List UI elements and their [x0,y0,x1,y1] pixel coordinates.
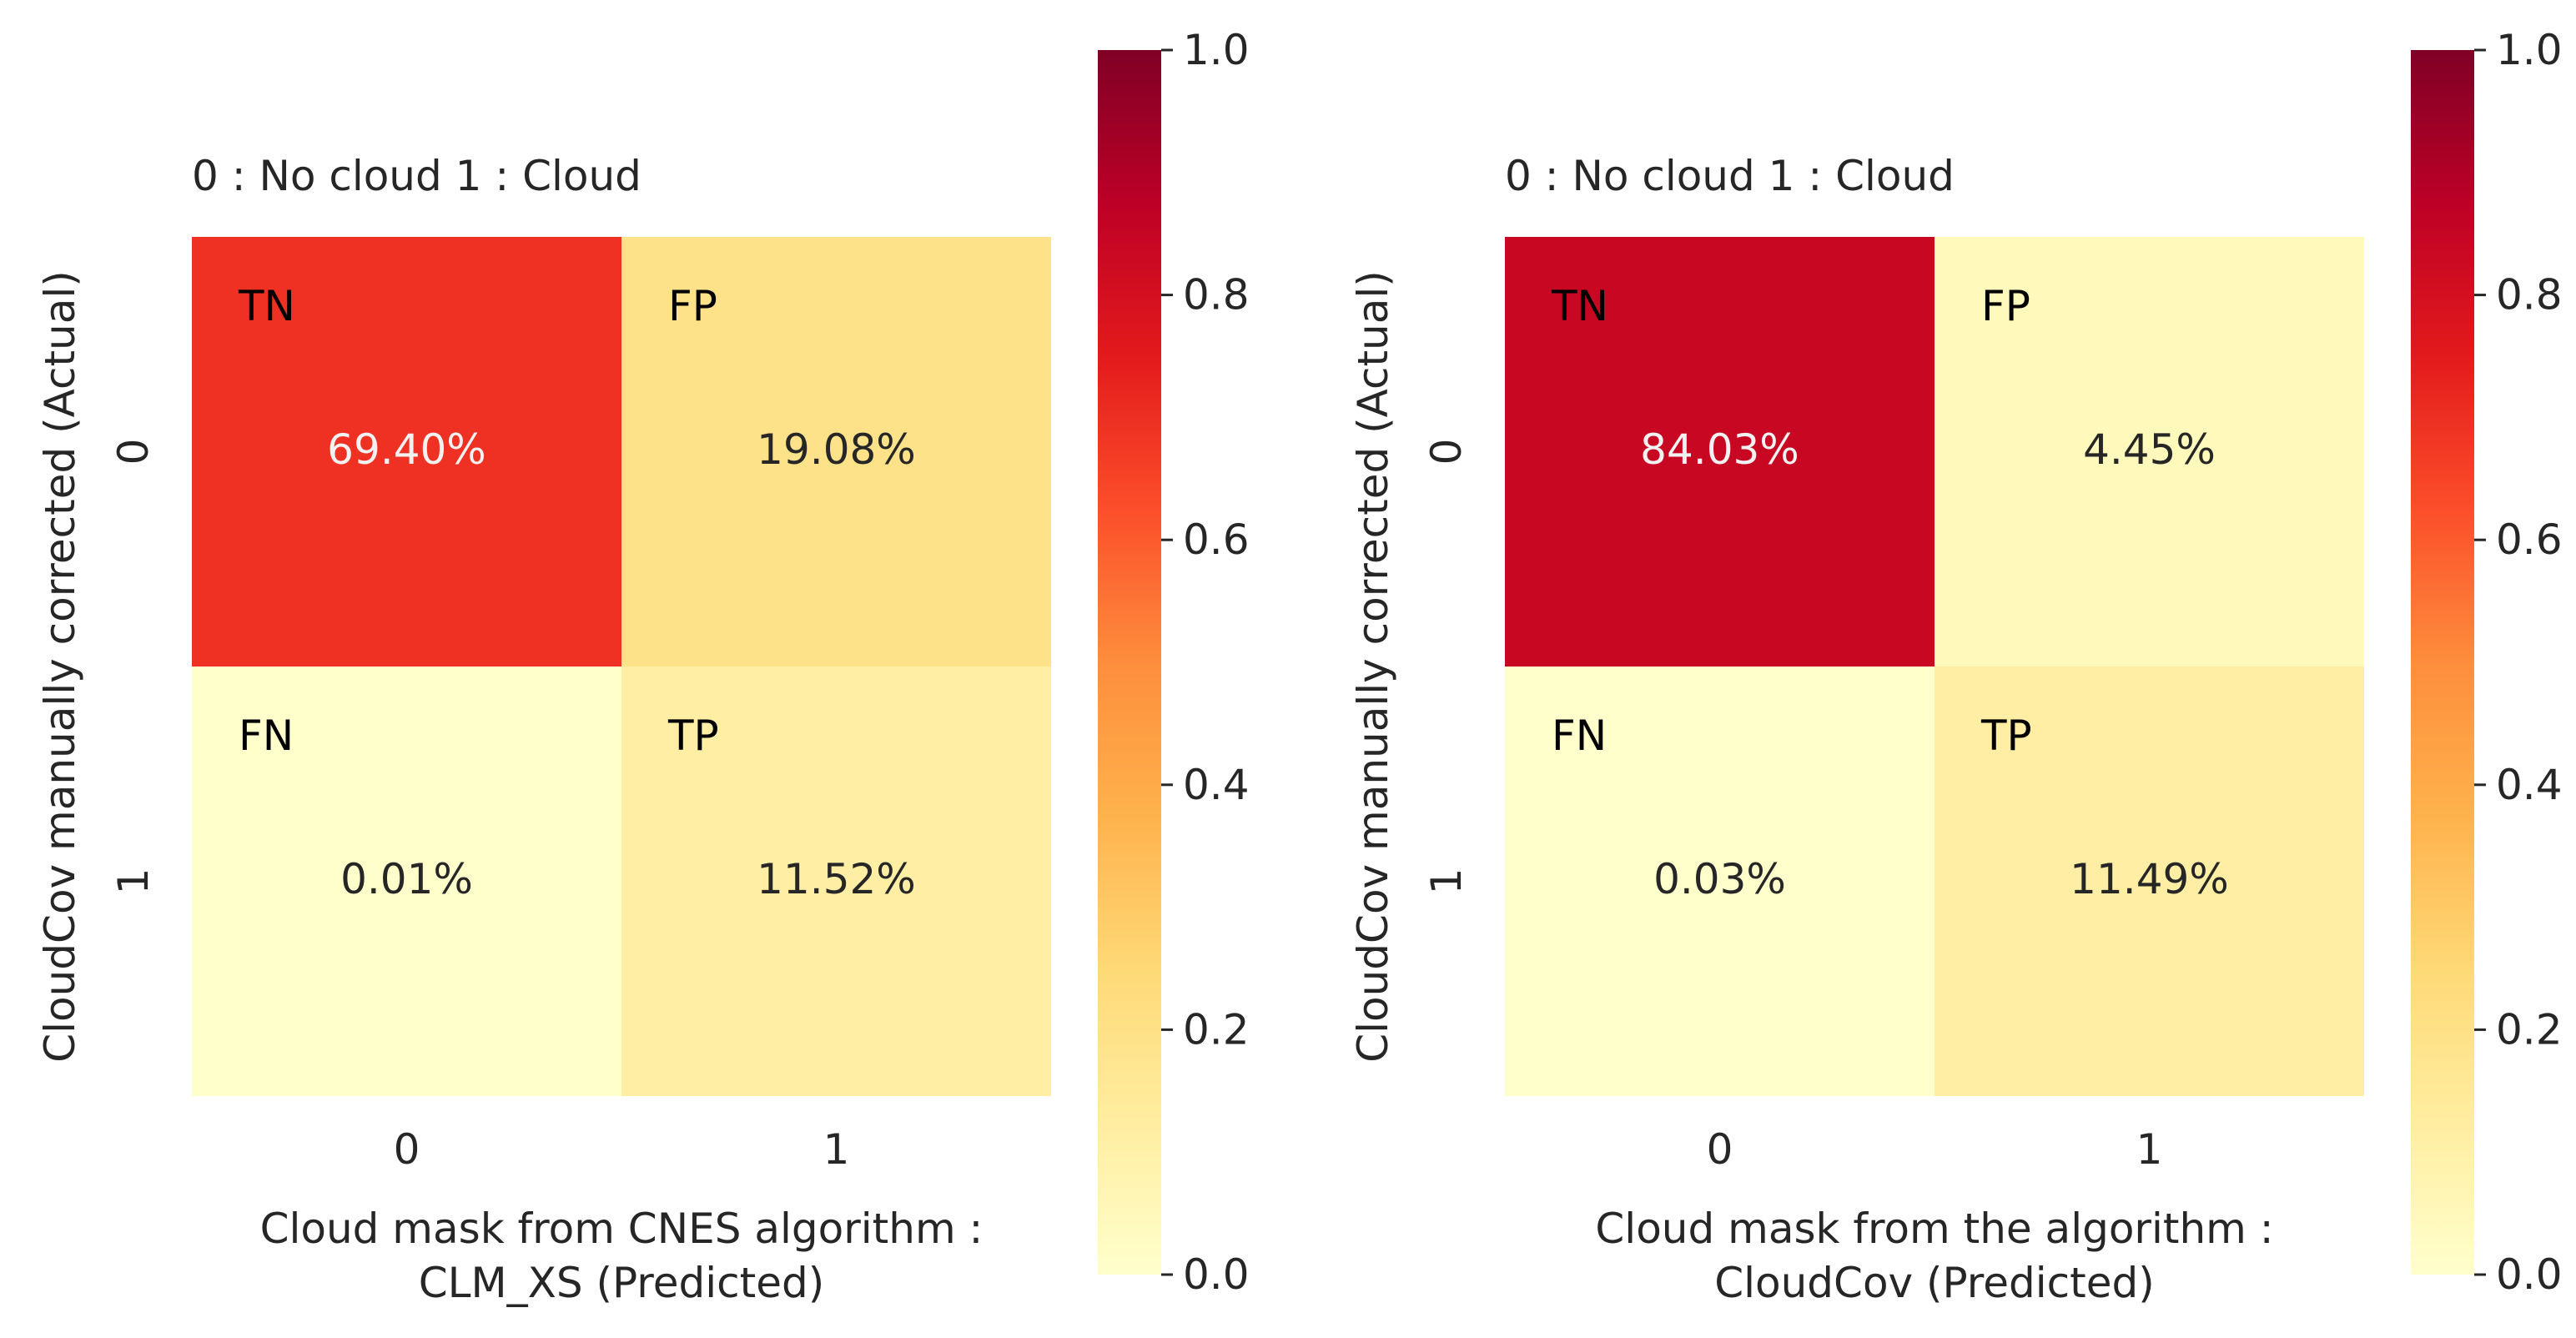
x-tick-label-0: 0 [1707,1125,1733,1174]
colorbar-tick-label-0.4: 0.4 [1183,761,1250,809]
y-tick-label-1: 1 [109,868,158,895]
x-axis-label-line1: Cloud mask from the algorithm : [1595,1205,2273,1253]
y-axis-label: CloudCov manually corrected (Actual) [36,270,84,1063]
cell-value-tn: 84.03% [1640,425,1799,474]
cell-label-tp: TP [1980,712,2032,760]
heatmap-cell-fp [1935,237,2364,666]
x-tick-label-1: 1 [2136,1125,2163,1174]
colorbar-tick-label-0.6: 0.6 [2496,516,2563,564]
colorbar-tick-label-1.0: 1.0 [2496,26,2563,74]
colorbar-tick-label-0.2: 0.2 [1183,1005,1250,1054]
colorbar [1098,50,1161,1275]
cell-label-fp: FP [668,282,717,330]
y-tick-label-0: 0 [109,439,158,465]
heatmap-cell-tp [1935,666,2364,1096]
cell-label-tn: TN [238,282,295,330]
cell-value-fp: 4.45% [2083,425,2216,474]
panel-2: 0 : No cloud 1 : Cloud TN 84.03% FP 4.45% FN 0… [1349,26,2563,1307]
cell-label-tp: TP [667,712,719,760]
cell-value-tn: 69.40% [327,425,486,474]
colorbar-tick-label-0.0: 0.0 [2496,1250,2563,1299]
chart-subtitle: 0 : No cloud 1 : Cloud [1505,152,1955,200]
x-tick-label-1: 1 [823,1125,850,1174]
colorbar-tick-label-0.0: 0.0 [1183,1250,1250,1299]
cell-label-fn: FN [239,712,294,760]
colorbar-tick-label-0.8: 0.8 [1183,271,1250,319]
cell-value-fp: 19.08% [757,425,916,474]
x-axis-label-line2: CloudCov (Predicted) [1714,1259,2155,1307]
colorbar-tick-label-0.4: 0.4 [2496,761,2563,809]
colorbar-tick-label-0.2: 0.2 [2496,1005,2563,1054]
cell-label-fp: FP [1981,282,2030,330]
y-tick-label-0: 0 [1422,439,1471,465]
colorbar-tick-label-0.6: 0.6 [1183,516,1250,564]
heatmap-cell-tn [192,237,621,666]
colorbar [2411,50,2474,1275]
cell-value-fn: 0.03% [1653,855,1786,903]
y-tick-label-1: 1 [1422,868,1471,895]
cell-value-tp: 11.49% [2070,855,2229,903]
chart-subtitle: 0 : No cloud 1 : Cloud [192,152,641,200]
panel-1: 0 : No cloud 1 : Cloud TN 69.40% FP 19.08% FN… [36,26,1250,1307]
cell-value-tp: 11.52% [757,855,916,903]
x-axis-label-line1: Cloud mask from CNES algorithm : [260,1205,984,1253]
heatmap-cell-fn [1505,666,1935,1096]
heatmap-cell-fp [621,237,1051,666]
x-tick-label-0: 0 [394,1125,420,1174]
x-axis-label-line2: CLM_XS (Predicted) [419,1259,825,1307]
cell-label-fn: FN [1552,712,1607,760]
y-axis-label: CloudCov manually corrected (Actual) [1349,270,1397,1063]
cell-label-tn: TN [1551,282,1608,330]
heatmap-cell-tn [1505,237,1935,666]
colorbar-tick-label-0.8: 0.8 [2496,271,2563,319]
heatmap-cell-fn [192,666,621,1096]
cell-value-fn: 0.01% [340,855,473,903]
colorbar-tick-label-1.0: 1.0 [1183,26,1250,74]
heatmap-cell-tp [621,666,1051,1096]
